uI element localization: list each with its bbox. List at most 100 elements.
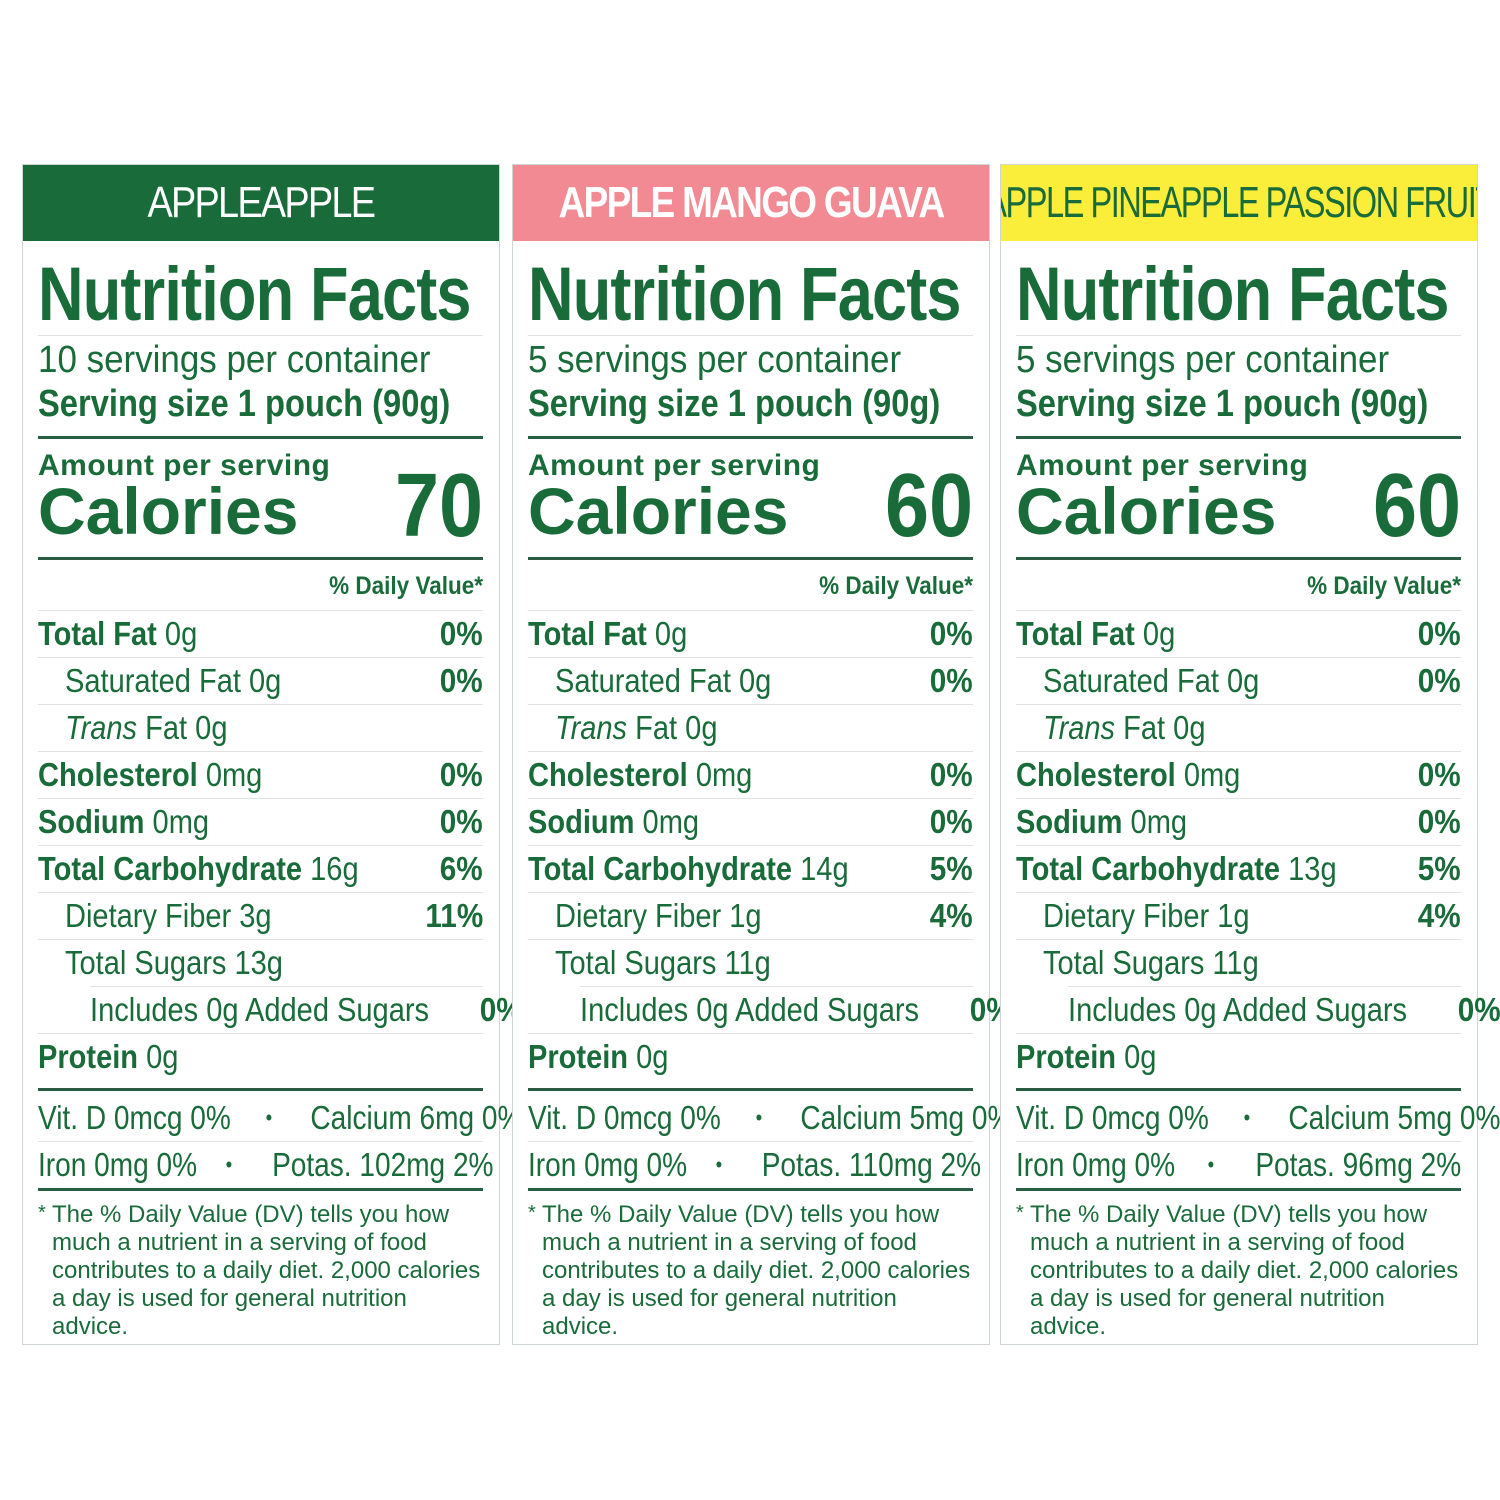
rule-line	[528, 1141, 973, 1142]
row-protein: Protein 0g	[1016, 1034, 1461, 1080]
nutrients-total-fat-dv: 0%	[440, 615, 483, 652]
row-total-fat: Total Fat 0g 0%	[38, 611, 483, 657]
daily-value-header: % Daily Value*	[1307, 572, 1461, 600]
nutrients-dietary-fiber-dv: 4%	[930, 897, 973, 934]
amount-per-serving: Amount per serving	[38, 449, 331, 482]
row-vitd-calcium: Vit. D 0mcg 0% • Calcium 5mg 0%	[1016, 1095, 1500, 1141]
row-total-carbohydrate: Total Carbohydrate 13g 5%	[1016, 846, 1461, 892]
nutrients-cholesterol-dv: 0%	[440, 756, 483, 793]
nutrients-total-fat-name: Total Fat	[528, 615, 647, 652]
rule-line	[1016, 798, 1461, 799]
row-protein: Protein 0g	[38, 1034, 483, 1080]
row-total-sugars: Total Sugars 11g	[1016, 940, 1461, 986]
nutrients-sodium-amount: 0mg	[1130, 803, 1188, 840]
micros-potassium: Potas. 102mg 2%	[271, 1146, 494, 1183]
row-total-sugars: Total Sugars 11g	[528, 940, 973, 986]
bullet-icon: •	[1243, 1105, 1250, 1130]
nutrients-total-fat-name: Total Fat	[38, 615, 157, 652]
divider	[1016, 1088, 1461, 1091]
serving-size: Serving size 1 pouch (90g)	[38, 383, 451, 425]
nutrients-dietary-fiber-name: Dietary Fiber 3g	[65, 897, 272, 934]
footnote: * The % Daily Value (DV) tells you how mu…	[38, 1191, 483, 1341]
calories-value: 60	[884, 456, 973, 556]
row-saturated-fat: Saturated Fat 0g 0%	[528, 658, 973, 704]
nutrients-cholesterol-name: Cholesterol	[38, 756, 198, 793]
flavor-name: APPLEAPPLE	[147, 178, 377, 227]
nutrients-dietary-fiber-dv: 4%	[1418, 897, 1461, 934]
bullet-icon: •	[755, 1105, 762, 1130]
divider	[528, 436, 973, 439]
servings-per-container: 10 servings per container	[38, 339, 431, 381]
row-total-carbohydrate: Total Carbohydrate 14g 5%	[528, 846, 973, 892]
nutrients-total-carbohydrate-amount: 13g	[1288, 850, 1337, 887]
nutrients-protein-amount: 0g	[1124, 1038, 1157, 1075]
servings-per-container: 5 servings per container	[528, 339, 902, 381]
row-trans-fat: Trans Fat 0g	[528, 705, 973, 751]
rule-line	[1068, 986, 1461, 987]
nutrients-sodium-amount: 0mg	[152, 803, 210, 840]
rule-line	[38, 798, 483, 799]
nutrition-labels: APPLEAPPLE Nutrition Facts 10 servings p…	[22, 164, 1500, 1345]
divider	[38, 1088, 483, 1091]
nutrients-cholesterol-amount: 0mg	[695, 756, 753, 793]
nutrients-protein-name: Protein	[1016, 1038, 1117, 1075]
nutrients-total-fat-amount: 0g	[164, 615, 198, 652]
nutrients-added-sugars-dv: 0%	[1458, 991, 1500, 1028]
rule-line	[38, 845, 483, 846]
divider	[1016, 1188, 1461, 1191]
nutrients-cholesterol-amount: 0mg	[1183, 756, 1241, 793]
label-text: Trans Fat 0g	[65, 709, 227, 747]
nutrients-total-carbohydrate-amount: 14g	[800, 850, 849, 887]
calories-block: Amount per serving Calories 60	[528, 439, 973, 557]
nutrients-total-carbohydrate-amount: 16g	[310, 850, 359, 887]
nutrients-total-fat-dv: 0%	[930, 615, 973, 652]
row-total-carbohydrate: Total Carbohydrate 16g 6%	[38, 846, 483, 892]
nutrients-cholesterol-dv: 0%	[930, 756, 973, 793]
rule-line	[38, 1141, 483, 1142]
row-added-sugars: Includes 0g Added Sugars 0%	[1016, 987, 1500, 1033]
label-text: Cholesterol 0mg	[1016, 756, 1240, 794]
micros-vit-d: Vit. D 0mcg 0%	[528, 1099, 721, 1136]
nutrients-added-sugars-name: Includes 0g Added Sugars	[1068, 991, 1408, 1028]
divider	[528, 1188, 973, 1191]
row-cholesterol: Cholesterol 0mg 0%	[38, 752, 483, 798]
rule-line	[38, 610, 483, 611]
micros-vit-d: Vit. D 0mcg 0%	[1016, 1099, 1209, 1136]
micros-potassium: Potas. 110mg 2%	[761, 1146, 981, 1183]
bullet-icon: •	[1207, 1152, 1215, 1177]
nutrients-trans-fat-name: Fat 0g	[1123, 709, 1206, 746]
amount-per-serving: Amount per serving	[528, 449, 821, 482]
nutrients-trans-fat-name: Fat 0g	[635, 709, 718, 746]
footnote-star: *	[1016, 1202, 1024, 1224]
footnote: The % Daily Value (DV) tells you how muc…	[52, 1201, 481, 1340]
label-text: Total Fat 0g	[38, 615, 197, 653]
row-cholesterol: Cholesterol 0mg 0%	[528, 752, 973, 798]
nutrition-panel-apple-mango-guava: APPLE MANGO GUAVA Nutrition Facts 5 serv…	[512, 164, 1013, 1345]
calories-label: Calories	[528, 474, 789, 548]
footnote: * The % Daily Value (DV) tells you how mu…	[528, 1191, 973, 1341]
label-text: Protein 0g	[528, 1038, 668, 1076]
row-sodium: Sodium 0mg 0%	[528, 799, 973, 845]
rule-line	[1016, 335, 1461, 336]
rule-line	[528, 939, 973, 940]
calories-block: Amount per serving Calories 60	[1016, 439, 1461, 557]
nutrients-cholesterol-name: Cholesterol	[528, 756, 688, 793]
row-trans-fat: Trans Fat 0g	[38, 705, 483, 751]
row-sodium: Sodium 0mg 0%	[1016, 799, 1461, 845]
row-saturated-fat: Saturated Fat 0g 0%	[38, 658, 483, 704]
divider	[528, 1088, 973, 1091]
nutrition-panel-appleapple: APPLEAPPLE Nutrition Facts 10 servings p…	[22, 164, 523, 1345]
bullet-icon: •	[715, 1152, 723, 1177]
row-iron-potassium: Iron 0mg 0% • Potas. 102mg 2%	[38, 1142, 493, 1188]
nutrients-total-fat-name: Total Fat	[1016, 615, 1135, 652]
rule-line	[1016, 845, 1461, 846]
nutrients-trans-fat-name-italic: Trans	[65, 709, 138, 746]
row-saturated-fat: Saturated Fat 0g 0%	[1016, 658, 1461, 704]
rule-line	[528, 845, 973, 846]
row-total-fat: Total Fat 0g 0%	[528, 611, 973, 657]
nutrients-saturated-fat-dv: 0%	[1418, 662, 1461, 699]
nutrition-panel-apple-pineapple-passion-fruit: APPLE PINEAPPLE PASSION FRUIT Nutrition …	[1000, 164, 1500, 1345]
label-text: Cholesterol 0mg	[38, 756, 262, 794]
row-added-sugars: Includes 0g Added Sugars 0%	[528, 987, 1013, 1033]
micros-calcium: Calcium 5mg 0%	[799, 1099, 1012, 1136]
